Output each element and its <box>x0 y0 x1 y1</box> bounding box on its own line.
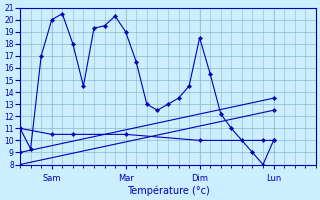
X-axis label: Température (°c): Température (°c) <box>127 185 209 196</box>
